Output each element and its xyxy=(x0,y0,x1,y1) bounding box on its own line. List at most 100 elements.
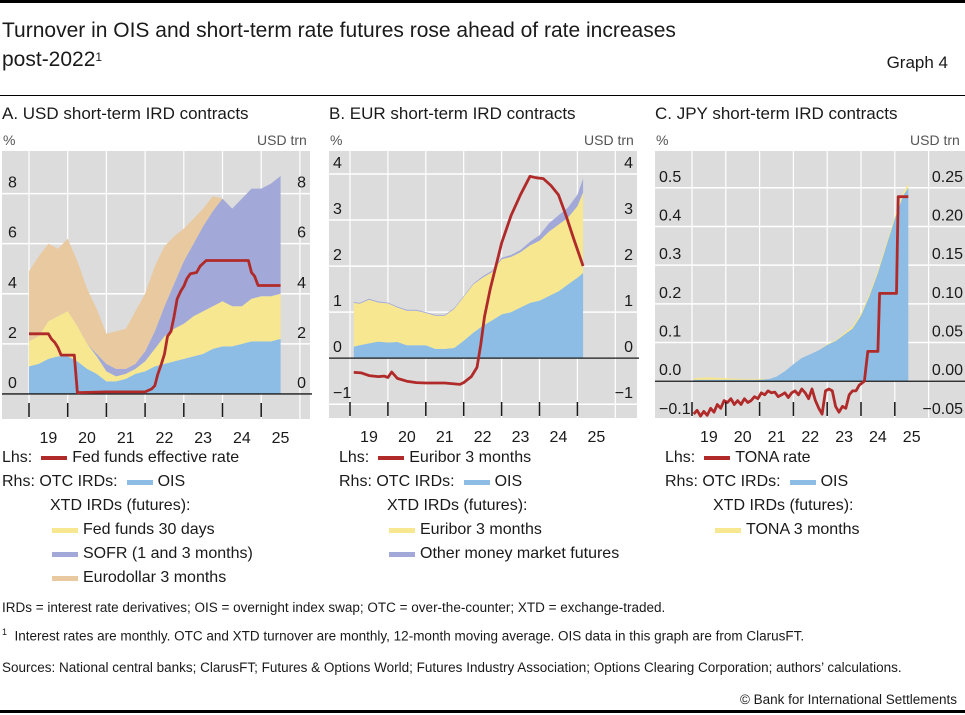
x-tick-label: 24 xyxy=(550,429,568,446)
y-tick-label-right: 0.25 xyxy=(932,169,963,186)
legend-item-ois: OIS xyxy=(157,473,186,490)
y-tick-label-left: −1 xyxy=(333,385,351,402)
legend-swatch-rate xyxy=(704,456,731,460)
legend-item-euribor-rate: Euribor 3 months xyxy=(409,449,532,466)
area-fed-funds-30-days xyxy=(29,293,281,382)
y-tick-label-right: 0 xyxy=(297,375,306,392)
panel-c-title: C. JPY short-term IRD contracts xyxy=(655,104,898,123)
panel-b-right-unit: USD trn xyxy=(584,132,634,148)
x-tick-label: 19 xyxy=(39,430,57,447)
y-tick-label-right: 2 xyxy=(624,247,633,264)
y-tick-label-left: 0.5 xyxy=(659,169,681,186)
y-tick-label-right: −0.05 xyxy=(923,401,964,418)
legend-rhs-row: Rhs: OTC IRDs: OIS xyxy=(2,470,253,494)
legend-item-sofr: SOFR (1 and 3 months) xyxy=(83,545,253,562)
x-tick-label: 23 xyxy=(512,429,530,446)
x-tick-label: 24 xyxy=(869,429,887,446)
x-tick-label: 21 xyxy=(768,429,786,446)
legend-lhs-label: Lhs: xyxy=(339,449,370,466)
legend-swatch-fed-funds-30d xyxy=(52,527,78,533)
legend-lhs-row: Lhs: TONA rate xyxy=(665,446,860,470)
y-tick-label-right: 0.20 xyxy=(932,207,963,224)
y-tick-label-left: 0.0 xyxy=(659,362,681,379)
line-fed-funds-effective-rate xyxy=(29,259,281,395)
area-ois xyxy=(353,273,584,359)
x-tick-label: 24 xyxy=(233,430,251,447)
legend-item-ois: OIS xyxy=(494,473,523,490)
title-footnote-mark: 1 xyxy=(95,50,103,64)
legend-item-eurodollar: Eurodollar 3 months xyxy=(83,569,227,586)
legend-item-row: Euribor 3 months xyxy=(339,518,619,542)
top-rule xyxy=(0,0,965,3)
y-tick-label-right: 8 xyxy=(297,175,306,192)
legend-lhs-row: Lhs: Euribor 3 months xyxy=(339,446,619,470)
y-tick-label-left: 6 xyxy=(8,225,17,242)
legend-xtd-label: XTD IRDs (futures): xyxy=(387,497,528,514)
legend-item-row: Fed funds 30 days xyxy=(2,518,253,542)
panel-c-legend: Lhs: TONA rate Rhs: OTC IRDs: OIS XTD IR… xyxy=(665,446,860,542)
area-ois xyxy=(29,338,281,394)
legend-swatch-eurodollar xyxy=(52,575,78,581)
y-tick-label-left: 2 xyxy=(8,325,17,342)
footnote-mark: 1 xyxy=(2,627,8,637)
legend-rhs-row: Rhs: OTC IRDs: OIS xyxy=(339,470,619,494)
legend-item-row: SOFR (1 and 3 months) xyxy=(2,542,253,566)
y-tick-label-right: 0.05 xyxy=(932,324,963,341)
legend-item-row: Other money market futures xyxy=(339,542,619,566)
legend-swatch-sofr xyxy=(52,551,78,557)
x-tick-label: 22 xyxy=(474,429,492,446)
x-tick-label: 19 xyxy=(700,429,718,446)
sources-note: Sources: National central banks; ClarusF… xyxy=(2,660,902,675)
footnote-text: Interest rates are monthly. OTC and XTD … xyxy=(14,628,805,644)
y-tick-label-right: 0.00 xyxy=(932,362,963,379)
y-tick-label-left: 0.3 xyxy=(659,246,681,263)
y-tick-label-right: 4 xyxy=(624,155,633,172)
panel-c-left-unit: % xyxy=(656,132,669,148)
abbreviations-note: IRDs = interest rate derivatives; OIS = … xyxy=(2,600,666,615)
area-ois xyxy=(693,187,909,382)
legend-item-tona-3m: TONA 3 months xyxy=(746,521,860,538)
line-tona-rate xyxy=(692,195,909,418)
y-tick-label-right: −1 xyxy=(615,385,633,402)
area-euribor-3-months xyxy=(353,192,584,349)
y-tick-label-left: 0.4 xyxy=(659,207,681,224)
y-tick-label-right: 6 xyxy=(297,225,306,242)
y-tick-label-left: 1 xyxy=(333,293,342,310)
y-tick-label-right: 0.15 xyxy=(932,246,963,263)
legend-xtd-row: XTD IRDs (futures): xyxy=(665,494,860,518)
y-tick-label-right: 0 xyxy=(624,339,633,356)
legend-xtd-row: XTD IRDs (futures): xyxy=(2,494,253,518)
legend-swatch-ois xyxy=(463,479,490,485)
legend-item-row: TONA 3 months xyxy=(665,518,860,542)
legend-item-euribor-3m: Euribor 3 months xyxy=(420,521,542,538)
y-tick-label-left: 4 xyxy=(8,275,17,292)
graph-number: Graph 4 xyxy=(886,53,948,72)
legend-xtd-label: XTD IRDs (futures): xyxy=(50,497,191,514)
y-tick-label-left: 8 xyxy=(8,175,17,192)
legend-item-fed-funds-30d: Fed funds 30 days xyxy=(83,521,215,538)
y-tick-label-right: 2 xyxy=(297,325,306,342)
area-eurodollar-3-months xyxy=(29,176,281,369)
y-tick-label-left: 0.2 xyxy=(659,285,681,302)
y-tick-label-left: 0.1 xyxy=(659,324,681,341)
legend-lhs-label: Lhs: xyxy=(665,449,696,466)
line-euribor-3-months xyxy=(353,174,585,386)
legend-item-other-mm: Other money market futures xyxy=(420,545,620,562)
legend-rhs-label: Rhs: OTC IRDs: xyxy=(339,473,455,490)
x-tick-label: 20 xyxy=(398,429,416,446)
legend-swatch-rate xyxy=(41,456,68,460)
panel-a-left-unit: % xyxy=(3,132,16,148)
panel-c-right-unit: USD trn xyxy=(910,132,960,148)
legend-swatch-rate xyxy=(378,456,405,460)
y-tick-label-left: 3 xyxy=(333,201,342,218)
legend-item-tona-rate: TONA rate xyxy=(735,449,811,466)
x-tick-label: 22 xyxy=(156,430,174,447)
header-rule xyxy=(0,95,965,96)
panel-b-chart: 19 20 21 22 23 24 25−1 −10 01 12 23 34 4 xyxy=(329,151,639,446)
x-tick-label: 23 xyxy=(194,430,212,447)
y-tick-label-left: −0.1 xyxy=(659,401,691,418)
x-tick-label: 20 xyxy=(78,430,96,447)
y-tick-label-left: 4 xyxy=(333,155,342,172)
panel-a-chart: 19 20 21 22 23 24 250 02 24 46 68 8 xyxy=(2,151,312,447)
legend-swatch-euribor-3m xyxy=(389,527,415,533)
